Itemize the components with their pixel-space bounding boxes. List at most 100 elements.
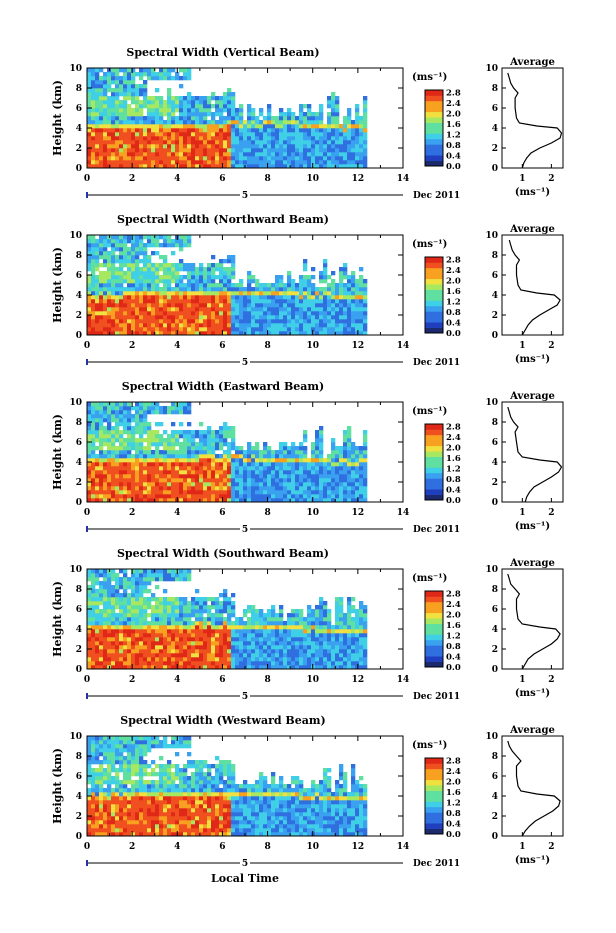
heatmap-cell xyxy=(247,442,251,446)
heatmap-cell xyxy=(115,462,119,466)
heatmap-cell xyxy=(271,486,275,490)
x-tick-label: 10 xyxy=(306,174,319,184)
heatmap-cell xyxy=(131,120,135,124)
heatmap-cell xyxy=(171,641,175,645)
heatmap-cell xyxy=(135,303,139,307)
heatmap-cell xyxy=(95,275,99,279)
heatmap-cell xyxy=(307,458,311,462)
heatmap-cell xyxy=(319,144,323,148)
heatmap-cell xyxy=(195,128,199,132)
heatmap-cell xyxy=(119,569,123,573)
heatmap-cell xyxy=(207,426,211,430)
heatmap-cell xyxy=(215,442,219,446)
heatmap-cell xyxy=(171,124,175,128)
heatmap-cell xyxy=(171,311,175,315)
heatmap-cell xyxy=(95,104,99,108)
heatmap-cell xyxy=(175,263,179,267)
heatmap-cell xyxy=(155,633,159,637)
heatmap-cell xyxy=(315,116,319,120)
heatmap-cell xyxy=(191,645,195,649)
heatmap-cell xyxy=(175,617,179,621)
heatmap-cell xyxy=(143,120,147,124)
heatmap-cell xyxy=(147,72,151,76)
heatmap-cell xyxy=(111,100,115,104)
heatmap-cell xyxy=(127,235,131,239)
heatmap-cell xyxy=(335,295,339,299)
heatmap-cell xyxy=(151,279,155,283)
heatmap-cell xyxy=(311,116,315,120)
heatmap-cell xyxy=(187,613,191,617)
heatmap-cell xyxy=(183,140,187,144)
heatmap-cell xyxy=(123,291,127,295)
heatmap-cell xyxy=(123,486,127,490)
heatmap-cell xyxy=(183,637,187,641)
heatmap-cell xyxy=(175,144,179,148)
heatmap-cell xyxy=(103,271,107,275)
heatmap-cell xyxy=(103,76,107,80)
heatmap-cell xyxy=(119,601,123,605)
heatmap-cell xyxy=(355,287,359,291)
heatmap-cell xyxy=(223,653,227,657)
heatmap-cell xyxy=(327,295,331,299)
heatmap-cell xyxy=(263,442,267,446)
heatmap-cell xyxy=(259,124,263,128)
panel-title: Spectral Width (Northward Beam) xyxy=(117,213,329,226)
heatmap-cell xyxy=(239,641,243,645)
heatmap-cell xyxy=(163,490,167,494)
heatmap-cell xyxy=(119,140,123,144)
heatmap-cell xyxy=(195,442,199,446)
heatmap-cell xyxy=(307,144,311,148)
heatmap-cell xyxy=(243,140,247,144)
heatmap-cell xyxy=(191,96,195,100)
heatmap-cell xyxy=(247,466,251,470)
heatmap-cell xyxy=(131,243,135,247)
heatmap-cell xyxy=(235,295,239,299)
heatmap-cell xyxy=(119,247,123,251)
heatmap-cell xyxy=(335,319,339,323)
heatmap-cell xyxy=(235,128,239,132)
heatmap-cell xyxy=(171,474,175,478)
heatmap-cell xyxy=(255,156,259,160)
heatmap-cell xyxy=(131,263,135,267)
heatmap-cell xyxy=(187,601,191,605)
heatmap-cell xyxy=(267,462,271,466)
heatmap-cell xyxy=(171,327,175,331)
heatmap-cell xyxy=(363,327,367,331)
heatmap-cell xyxy=(259,323,263,327)
heatmap-cell xyxy=(123,454,127,458)
average-title: Average xyxy=(509,57,555,68)
heatmap-cell xyxy=(143,621,147,625)
heatmap-cell xyxy=(143,617,147,621)
heatmap-cell xyxy=(255,446,259,450)
heatmap-cell xyxy=(299,446,303,450)
heatmap-cell xyxy=(167,243,171,247)
heatmap-cell xyxy=(99,601,103,605)
heatmap-cell xyxy=(135,418,139,422)
heatmap-cell xyxy=(143,303,147,307)
heatmap-cell xyxy=(315,287,319,291)
heatmap-cell xyxy=(231,649,235,653)
heatmap-cell xyxy=(111,124,115,128)
heatmap-cell xyxy=(127,267,131,271)
heatmap-cell xyxy=(95,307,99,311)
heatmap-cell xyxy=(223,271,227,275)
heatmap-cell xyxy=(295,474,299,478)
heatmap-cell xyxy=(331,454,335,458)
heatmap-cell xyxy=(115,132,119,136)
heatmap-cell xyxy=(167,144,171,148)
heatmap-cell xyxy=(299,112,303,116)
heatmap-cell xyxy=(227,637,231,641)
heatmap-cell xyxy=(159,96,163,100)
heatmap-cell xyxy=(151,243,155,247)
heatmap-cell xyxy=(327,323,331,327)
heatmap-cell xyxy=(287,311,291,315)
heatmap-cell xyxy=(283,303,287,307)
heatmap-cell xyxy=(163,128,167,132)
heatmap-cell xyxy=(347,470,351,474)
heatmap-cell xyxy=(95,422,99,426)
heatmap-cell xyxy=(123,410,127,414)
heatmap-cell xyxy=(195,649,199,653)
heatmap-cell xyxy=(103,605,107,609)
heatmap-cell xyxy=(223,311,227,315)
heatmap-cell xyxy=(291,152,295,156)
